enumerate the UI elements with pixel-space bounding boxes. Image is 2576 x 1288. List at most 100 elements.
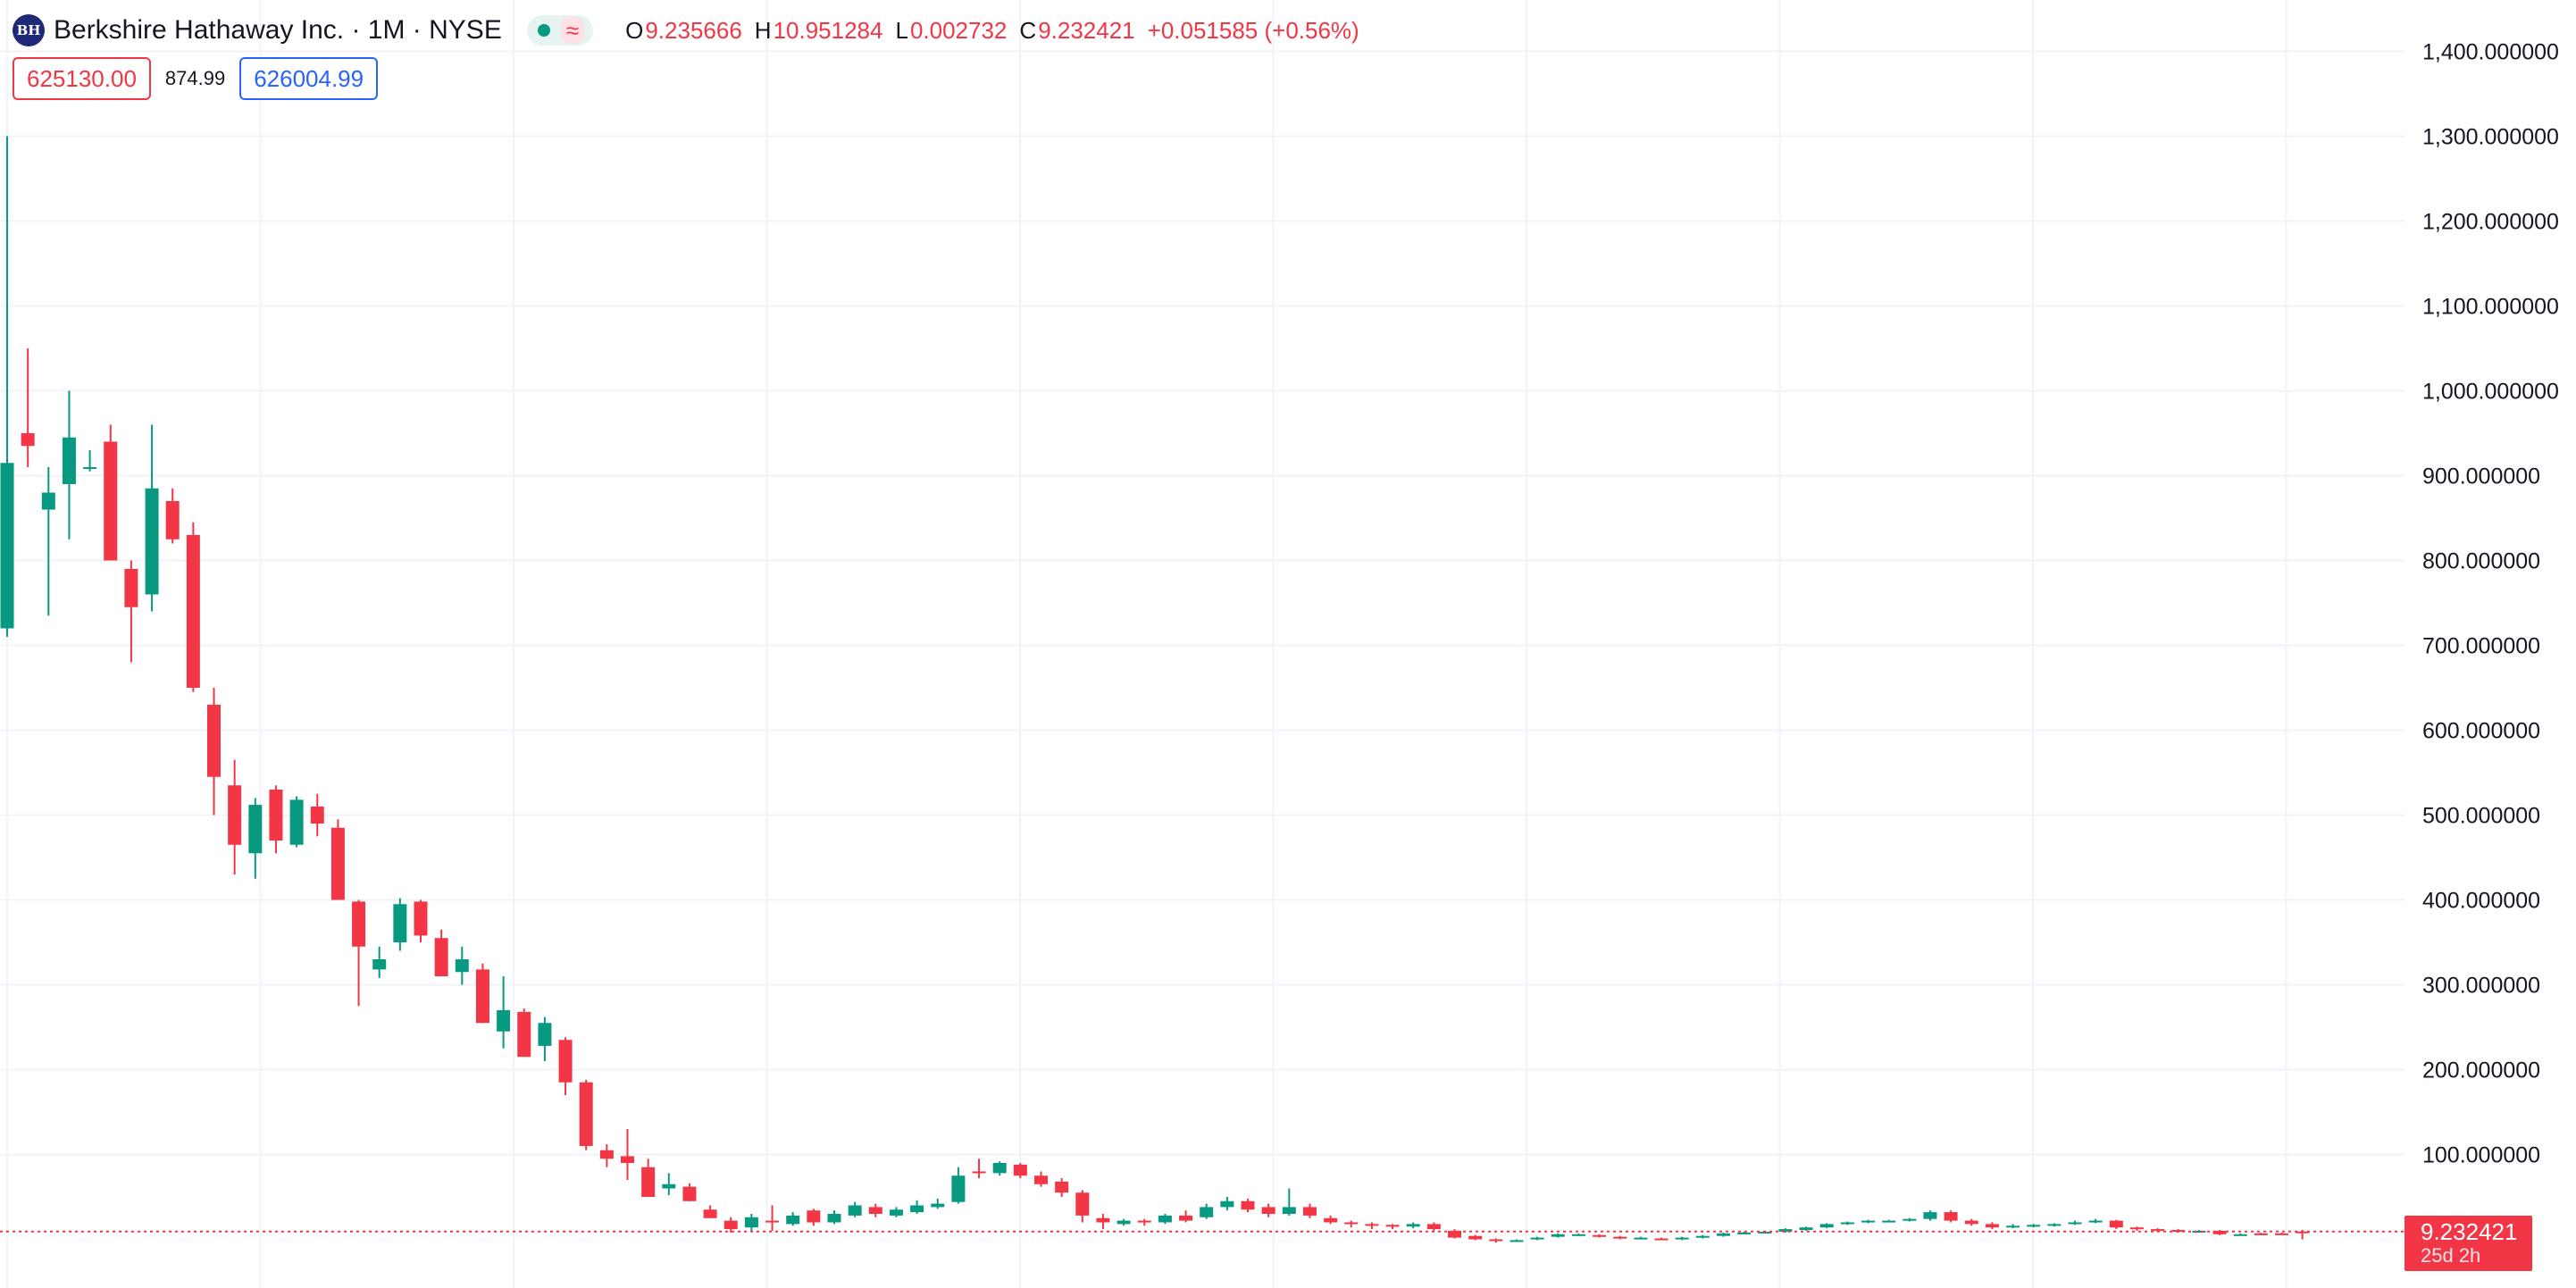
candle-body (2254, 1233, 2268, 1235)
candle-body (1302, 1207, 1317, 1216)
candle-body (145, 488, 159, 595)
open-label: O (625, 16, 644, 44)
candle-body (1055, 1181, 1069, 1193)
candle-body (868, 1207, 882, 1214)
candle-body (827, 1214, 841, 1223)
candle (1551, 1233, 1565, 1238)
candle (1075, 1190, 1090, 1223)
candle-body (621, 1156, 634, 1163)
candle-body (248, 805, 263, 854)
candle-body (1406, 1224, 1420, 1227)
candle (372, 946, 387, 978)
candle (475, 963, 489, 1024)
candle-body (1385, 1225, 1400, 1227)
candle (2233, 1233, 2247, 1236)
candle-body (765, 1220, 780, 1223)
y-tick-label: 1,300.000000 (2422, 125, 2559, 150)
candle-body (2151, 1229, 2165, 1232)
candle (1448, 1229, 1461, 1239)
candle (1261, 1203, 1275, 1217)
candle (765, 1205, 780, 1231)
candle (910, 1200, 924, 1214)
candlestick-series (0, 136, 2310, 1243)
candle (1055, 1178, 1069, 1197)
candle (1510, 1239, 1524, 1242)
candle-body (186, 535, 200, 688)
candle (2006, 1224, 2020, 1229)
candle-body (558, 1040, 573, 1083)
candle-body (1778, 1229, 1793, 1232)
change-value: +0.051585 (+0.56%) (1147, 16, 1359, 44)
last-price-value: 9.232421 (2421, 1218, 2518, 1245)
candle-body (1593, 1234, 1607, 1237)
market-status-pill[interactable]: ≈ (526, 15, 594, 46)
candle-body (124, 569, 138, 607)
price-axis[interactable]: 100.000000 200.000000 300.000000 400.000000… (2422, 40, 2559, 1168)
delayed-data-icon: ≈ (560, 17, 585, 44)
candle-body (21, 433, 35, 447)
candle (723, 1217, 738, 1233)
candle-body (393, 904, 407, 942)
y-tick-label: 1,400.000000 (2422, 40, 2559, 65)
candle-body (1489, 1239, 1503, 1242)
candle (807, 1209, 821, 1226)
candle-body (2006, 1225, 2020, 1228)
candle (579, 1079, 593, 1150)
candle (682, 1183, 697, 1201)
candle-body (1695, 1235, 1710, 1238)
candle (1613, 1235, 1627, 1240)
candle (1716, 1232, 1730, 1237)
candle (2192, 1230, 2206, 1233)
candle-body (641, 1167, 656, 1197)
open-value: 9.235666 (645, 16, 742, 44)
candle (1282, 1188, 1296, 1216)
candle (330, 819, 345, 900)
candle-body (1654, 1238, 1669, 1241)
candle (2027, 1224, 2041, 1228)
candle-body (931, 1203, 945, 1208)
candle-body (2027, 1225, 2041, 1227)
candle-body (0, 463, 14, 629)
company-logo: BH (13, 14, 45, 46)
candle (228, 759, 242, 874)
y-tick-label: 700.000000 (2422, 634, 2540, 659)
candle (848, 1201, 862, 1217)
candle (1882, 1219, 1896, 1223)
sell-button[interactable]: 625130.00 (13, 57, 151, 100)
market-status-dot-icon (537, 24, 550, 37)
candle (21, 348, 35, 467)
spread-value: 874.99 (164, 67, 226, 89)
candle (1840, 1221, 1854, 1225)
candle (1634, 1236, 1648, 1240)
candle-body (2129, 1227, 2144, 1230)
buy-button[interactable]: 626004.99 (239, 57, 379, 100)
candle-body (2047, 1224, 2062, 1226)
candle-body (330, 827, 345, 900)
candle (145, 424, 159, 612)
candle-body (414, 901, 428, 936)
candle (1385, 1224, 1400, 1230)
candle (621, 1129, 634, 1180)
candle (599, 1144, 614, 1167)
candle-body (104, 441, 118, 561)
candle (310, 793, 324, 837)
candle-body (1096, 1217, 1110, 1223)
candle (538, 1016, 552, 1061)
candle (1530, 1236, 1544, 1241)
candle (889, 1207, 903, 1217)
candle-body (1261, 1207, 1275, 1214)
candle-body (455, 959, 469, 973)
symbol-title[interactable]: Berkshire Hathaway Inc. · 1M · NYSE (54, 15, 502, 45)
y-tick-label: 600.000000 (2422, 719, 2540, 744)
candle-body (1799, 1227, 1813, 1231)
candle (497, 976, 511, 1049)
high-value: 10.951284 (773, 16, 883, 44)
y-tick-label: 500.000000 (2422, 804, 2540, 829)
candle (1903, 1217, 1917, 1222)
candle-body (1758, 1231, 1772, 1234)
candle (1571, 1233, 1585, 1236)
ohlc-legend: O 9.235666 H 10.951284 L 0.002732 C 9.23… (625, 17, 1359, 45)
candle-body (1840, 1222, 1854, 1225)
candle (2129, 1226, 2144, 1231)
